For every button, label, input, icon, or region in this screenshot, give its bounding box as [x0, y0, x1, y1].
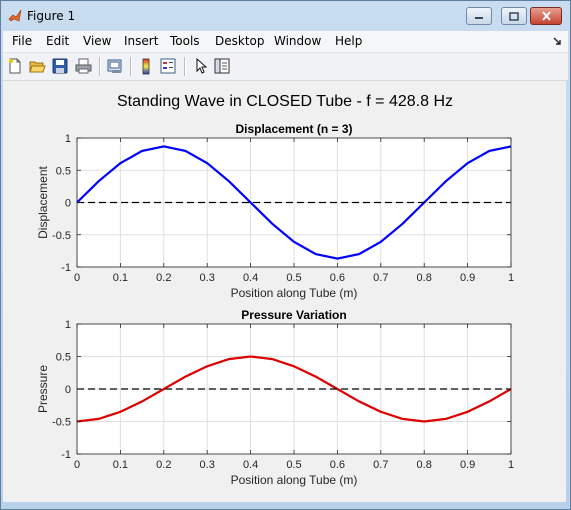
print-icon	[75, 58, 91, 74]
y-tick-label: -1	[61, 449, 71, 461]
y-tick-label: -0.5	[52, 230, 71, 242]
x-tick-label: 0.9	[460, 272, 475, 284]
axes-title: Pressure Variation	[241, 308, 346, 322]
x-axis-label: Position along Tube (m)	[231, 286, 358, 300]
colorbar-button[interactable]	[136, 56, 156, 76]
menu-view[interactable]: View	[83, 34, 112, 48]
legend-icon	[160, 58, 176, 74]
pointer-button[interactable]	[191, 56, 211, 76]
maximize-button[interactable]	[501, 7, 527, 25]
x-tick-label: 0	[74, 272, 80, 284]
menu-file[interactable]: File	[12, 34, 33, 48]
x-tick-label: 0.4	[243, 272, 258, 284]
y-tick-label: 0	[65, 384, 71, 396]
x-tick-label: 0.2	[156, 272, 171, 284]
y-axis-label: Pressure	[36, 365, 50, 413]
x-tick-label: 1	[508, 272, 514, 284]
y-tick-label: 0.5	[56, 352, 71, 364]
title-bar[interactable]: Figure 1	[1, 1, 570, 31]
open-file-button[interactable]	[27, 56, 47, 76]
close-button[interactable]	[530, 7, 562, 25]
series-line	[76, 145, 512, 260]
x-tick-label: 0.1	[113, 272, 128, 284]
x-tick-label: 0.8	[417, 459, 432, 471]
x-tick-label: 0.8	[417, 272, 432, 284]
x-tick-label: 0.9	[460, 459, 475, 471]
y-tick-label: -1	[61, 262, 71, 274]
x-tick-label: 0.4	[243, 459, 258, 471]
x-axis-label: Position along Tube (m)	[231, 473, 358, 487]
x-tick-label: 0.6	[330, 459, 345, 471]
close-icon	[541, 11, 551, 21]
menu-window[interactable]: Window	[274, 34, 322, 48]
print-preview-button[interactable]	[105, 56, 125, 76]
menu-desktop[interactable]: Desktop	[215, 34, 265, 48]
property-editor-icon	[214, 58, 230, 74]
figure-canvas: Standing Wave in CLOSED Tube - f = 428.8…	[3, 81, 566, 502]
x-tick-label: 0.5	[286, 272, 301, 284]
matlab-logo-icon	[8, 9, 22, 22]
y-tick-label: 1	[65, 319, 71, 331]
dock-arrow-icon[interactable]	[552, 36, 562, 46]
figure-plots: Standing Wave in CLOSED Tube - f = 428.8…	[36, 93, 514, 487]
toolbar	[3, 53, 568, 81]
toolbar-separator	[99, 57, 101, 76]
x-tick-label: 0.2	[156, 459, 171, 471]
new-figure-icon	[9, 58, 21, 74]
x-tick-label: 0.7	[373, 272, 388, 284]
menu-tools[interactable]: Tools	[170, 34, 200, 48]
x-tick-label: 0.3	[200, 459, 215, 471]
print-button[interactable]	[73, 56, 93, 76]
toolbar-separator	[184, 57, 186, 76]
axes-title: Displacement (n = 3)	[235, 122, 352, 136]
pressure-axes[interactable]: 0 0.1 0.2 0.3 0.4 0.5 0.6 0.7 0.8 0.9 1 -1 -0.5 0 0.5 1…	[36, 308, 514, 487]
print-preview-icon	[107, 59, 121, 73]
x-tick-label: 0.5	[286, 459, 301, 471]
figure-suptitle: Standing Wave in CLOSED Tube - f = 428.8…	[117, 93, 453, 110]
maximize-icon	[509, 11, 519, 21]
menu-edit[interactable]: Edit	[46, 34, 70, 48]
y-tick-label: 0.5	[56, 165, 71, 177]
window-title: Figure 1	[27, 9, 76, 23]
menu-insert[interactable]: Insert	[124, 34, 159, 48]
y-tick-label: -0.5	[52, 417, 71, 429]
minimize-button[interactable]	[466, 7, 492, 25]
new-figure-button[interactable]	[5, 56, 25, 76]
y-tick-label: 1	[65, 133, 71, 145]
x-tick-label: 0.3	[200, 272, 215, 284]
y-axis-label: Displacement	[36, 165, 50, 238]
save-icon	[52, 58, 68, 74]
x-tick-label: 0.1	[113, 459, 128, 471]
x-tick-label: 0.6	[330, 272, 345, 284]
open-file-icon	[28, 61, 46, 73]
save-button[interactable]	[50, 56, 70, 76]
pointer-icon	[196, 58, 207, 74]
y-tick-label: 0	[65, 198, 71, 210]
x-tick-label: 1	[508, 459, 514, 471]
colorbar-icon	[142, 58, 150, 74]
x-tick-label: 0.7	[373, 459, 388, 471]
series-line	[76, 355, 512, 423]
property-editor-button[interactable]	[212, 56, 232, 76]
x-tick-label: 0	[74, 459, 80, 471]
legend-button[interactable]	[158, 56, 178, 76]
toolbar-separator	[130, 57, 132, 76]
menu-help[interactable]: Help	[335, 34, 363, 48]
minimize-icon	[475, 17, 483, 19]
menu-bar: File Edit View Insert Tools Desktop Wind…	[3, 31, 568, 53]
displacement-axes[interactable]: 0 0.1 0.2 0.3 0.4 0.5 0.6 0.7 0.8 0.9 1 -1 -0.5 0 0.5 1…	[36, 122, 514, 300]
